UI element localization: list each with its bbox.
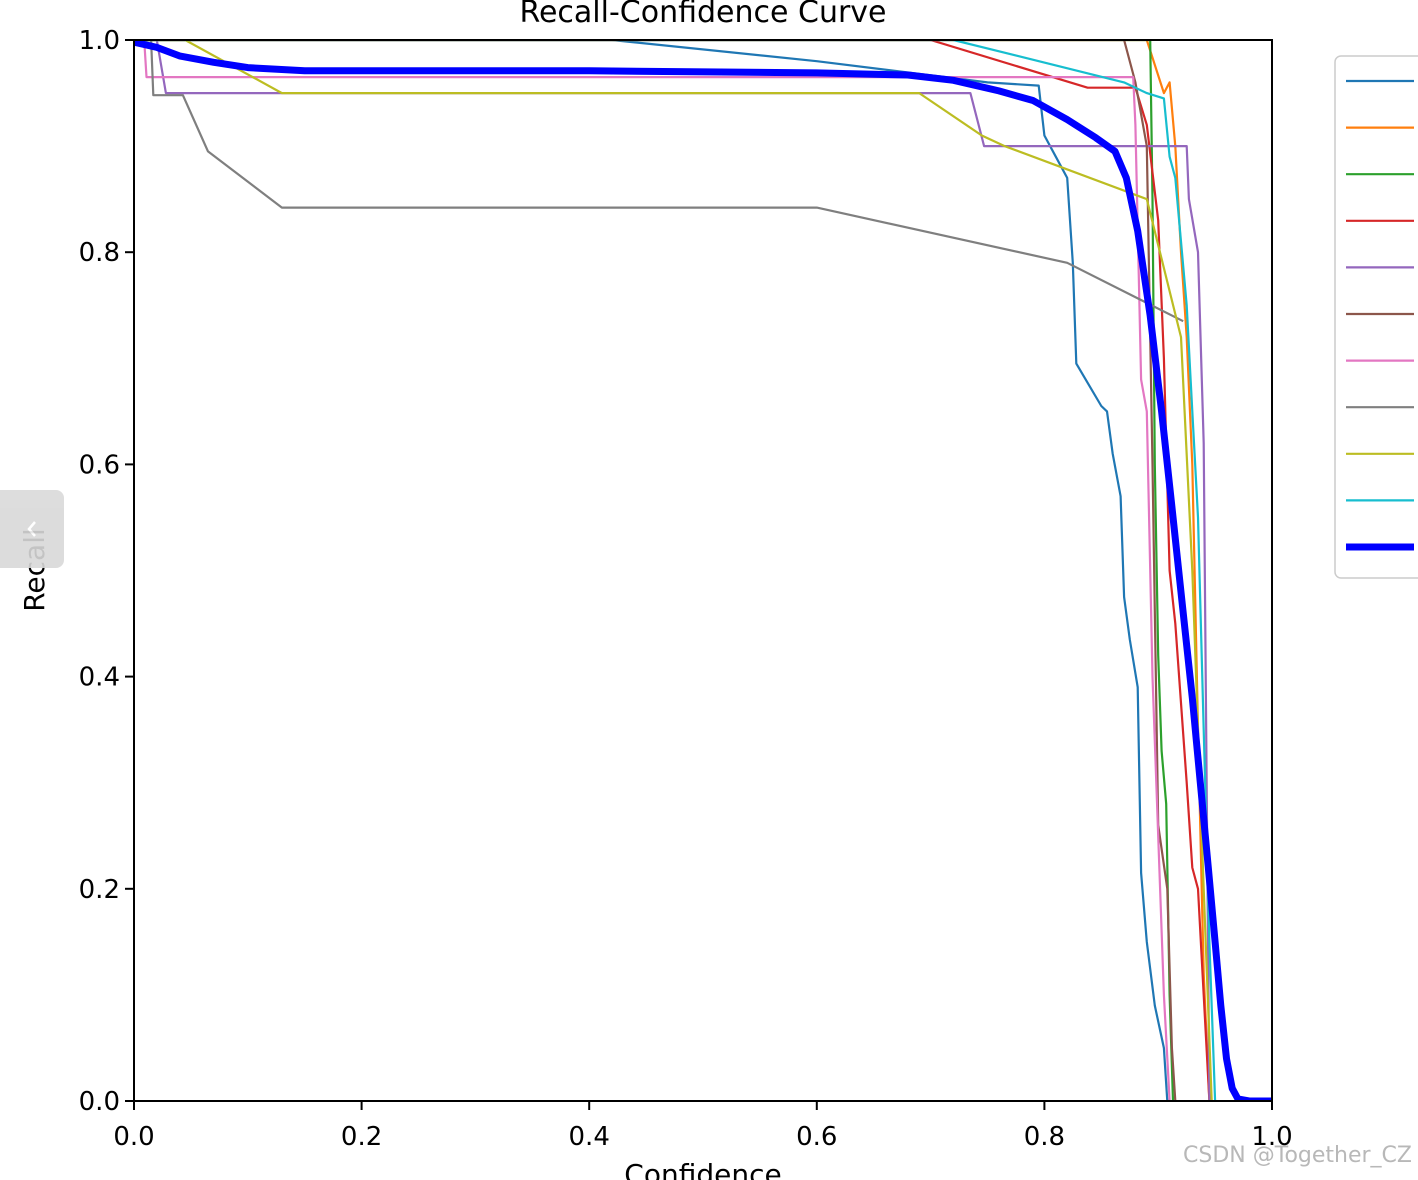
x-tick-label: 0.2 [341,1122,382,1152]
y-tick-label: 0.4 [79,663,120,693]
y-tick-label: 0.8 [79,238,120,268]
series-line-7 [134,40,1184,323]
chevron-left-icon [27,521,36,537]
series-line-5 [134,40,1177,1101]
series-line-0 [134,40,1169,1101]
x-axis-title: Confidence [624,1158,781,1180]
legend [1334,55,1418,579]
series-line-9 [134,40,1217,1101]
legend-items [1346,79,1414,551]
series-line-10 [134,40,1272,1101]
x-axis: 0.0 0.2 0.4 0.6 0.8 1.0 [113,1101,1293,1152]
chart-title: Recall-Confidence Curve [519,0,886,30]
series-line-1 [134,40,1211,1101]
series-line-6 [134,40,1171,1101]
y-tick-label: 1.0 [79,26,120,56]
series-line-3 [134,40,1211,1101]
legend-box [1334,55,1418,579]
y-tick-label: 0.6 [79,450,120,480]
x-tick-label: 0.4 [569,1122,610,1152]
collapse-panel-button[interactable] [0,490,64,568]
x-tick-label: 0.6 [796,1122,837,1152]
y-tick-label: 0.2 [79,875,120,905]
series-line-8 [134,40,1213,1101]
y-axis: 0.0 0.2 0.4 0.6 0.8 1.0 [79,26,134,1117]
watermark: CSDN @Together_CZ [1183,1143,1412,1168]
x-tick-label: 0.8 [1024,1122,1065,1152]
x-tick-label: 1.0 [1251,1122,1292,1152]
series-line-4 [134,40,1211,1101]
y-tick-label: 0.0 [79,1087,120,1117]
series-line-2 [134,40,1175,1101]
plot-frame [133,39,1273,1102]
series-layer [134,40,1272,1101]
x-tick-label: 0.0 [113,1122,154,1152]
